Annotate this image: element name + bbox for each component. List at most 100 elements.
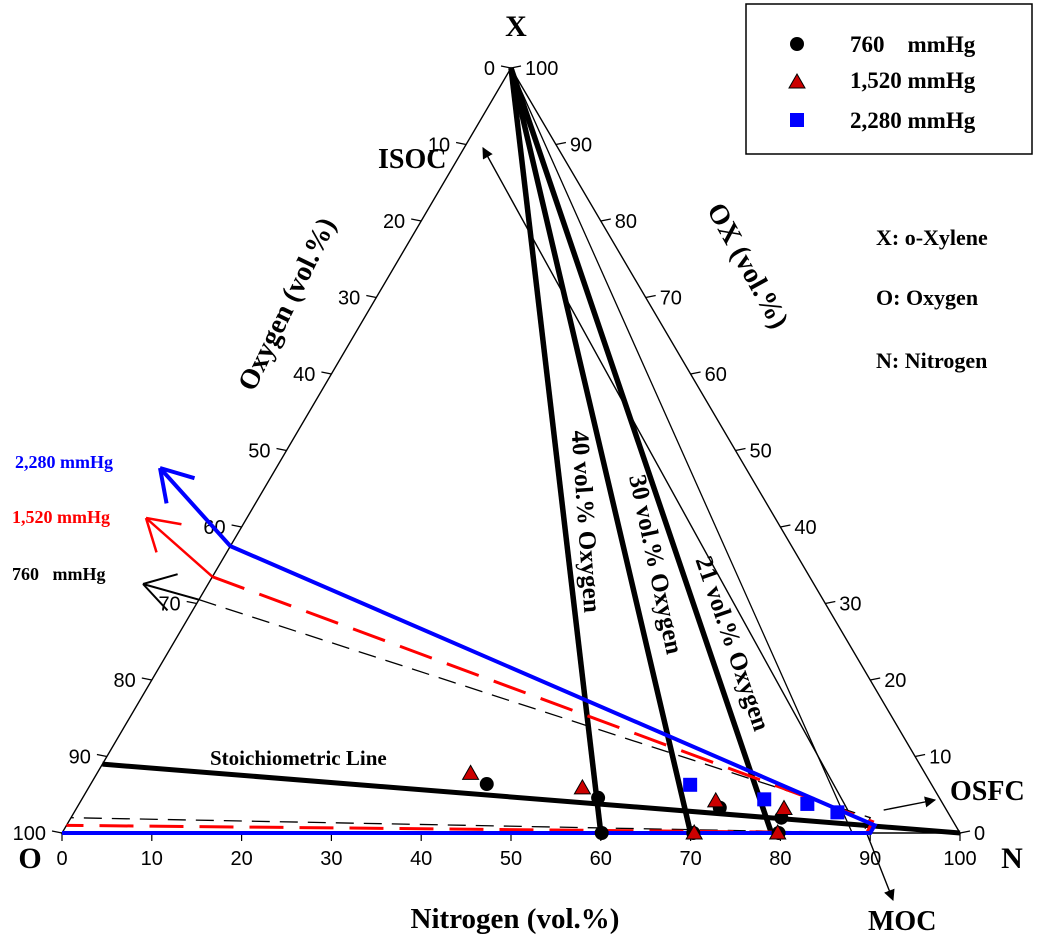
tick-mark-left: [96, 753, 108, 758]
tick-label-bottom: 10: [141, 848, 163, 870]
tick-mark-right: [735, 447, 746, 452]
tick-label-left: 100: [13, 823, 46, 845]
tick-label-bottom: 40: [410, 848, 432, 870]
tick-label-bottom: 80: [769, 848, 791, 870]
point-760: [479, 777, 494, 792]
tick-mark-left: [500, 65, 512, 69]
definition-n: N: Nitrogen: [876, 348, 987, 373]
triangle-frame: [60, 66, 962, 834]
arrow-1520-shaft: [145, 517, 214, 578]
annotation-arrow-760: 760 mmHg: [12, 564, 106, 584]
tick-mark-right: [959, 830, 971, 834]
moc-arrow: [865, 832, 895, 902]
oxygen-line: [508, 67, 694, 834]
arrow-1520-head: [145, 516, 182, 526]
tick-mark-right: [780, 524, 791, 528]
definition-o: O: Oxygen: [876, 285, 978, 310]
annotation-arrow-2280: 2,280 mmHg: [15, 452, 113, 472]
vertex-label-left: O: [18, 842, 41, 875]
tick-mark-right: [645, 294, 656, 299]
tick-label-right: 100: [525, 58, 558, 80]
tick-label-right: 90: [570, 135, 592, 157]
oxygen-line: [508, 67, 604, 834]
tick-label-left: 20: [383, 211, 405, 233]
tick-mark-left: [51, 830, 63, 834]
annotation-moc: MOC: [868, 906, 936, 937]
tick-labels: 0001010102020203030304040405050506060607…: [13, 58, 986, 870]
tick-label-left: 30: [338, 288, 360, 310]
point-1520: [573, 778, 592, 795]
tick-mark-left: [231, 524, 242, 528]
triangle-outline: [60, 66, 962, 834]
arrow-2280-head: [158, 467, 169, 504]
annotation-arrow-1520: 1,520 mmHg: [12, 507, 110, 527]
definition-x: X: o-Xylene: [876, 225, 988, 250]
tick-label-bottom: 20: [230, 848, 252, 870]
annotation-isoc: ISOC: [378, 144, 446, 175]
tick-mark-right: [825, 600, 836, 605]
oxygen-line: [508, 67, 775, 834]
tick-label-bottom: 60: [590, 848, 612, 870]
tick-mark-right: [690, 371, 701, 375]
vertex-label-top: X: [505, 10, 527, 43]
tick-label-right: 70: [660, 288, 682, 310]
tick-mark-left: [321, 371, 332, 375]
tick-label-left: 10: [428, 135, 450, 157]
point-2280: [830, 805, 845, 820]
tick-label-right: 80: [615, 211, 637, 233]
tick-label-bottom: 30: [320, 848, 342, 870]
legend-label-760: 760 mmHg: [850, 32, 976, 57]
axis-label-left: Oxygen (vol.%): [232, 213, 342, 396]
legend-marker-1520: [788, 72, 806, 89]
data-points: [461, 764, 845, 840]
tick-mark-left: [411, 218, 422, 222]
annotation-osfc: OSFC: [950, 776, 1025, 807]
arrow-760-shaft: [142, 583, 200, 601]
arrow-1520-head: [144, 517, 158, 553]
point-1520: [685, 823, 704, 840]
arrow-2280-head: [159, 466, 196, 481]
osfc-arrow: [883, 796, 937, 811]
series-lines: [62, 67, 961, 836]
isoc-arrow: [482, 147, 849, 811]
tick-label-right: 0: [974, 823, 985, 845]
tick-label-left: 90: [69, 747, 91, 769]
tick-mark-right: [914, 753, 926, 758]
tick-mark-right: [870, 677, 881, 681]
tick-label-bottom: 100: [943, 848, 976, 870]
tick-mark-left: [366, 294, 377, 299]
point-760: [594, 826, 609, 840]
axis-label-bottom: Nitrogen (vol.%): [411, 903, 620, 935]
stoichiometric-line: [102, 761, 961, 836]
axis-label-right: OX (vol.%): [700, 198, 794, 334]
point-1520: [461, 764, 480, 780]
tick-mark-right: [555, 141, 567, 146]
tick-label-left: 80: [114, 670, 136, 692]
tick-label-bottom: 0: [56, 848, 67, 870]
point-2280: [800, 796, 815, 811]
legend-label-2280: 2,280 mmHg: [850, 108, 976, 133]
legend-label-1520: 1,520 mmHg: [850, 68, 976, 93]
tick-mark-left: [276, 447, 287, 452]
legend: 760 mmHg 1,520 mmHg 2,280 mmHg: [745, 3, 1033, 155]
tick-label-left: 40: [293, 364, 315, 386]
tick-label-right: 10: [929, 747, 951, 769]
tick-label-right: 20: [884, 670, 906, 692]
air-line: [510, 67, 853, 834]
arrow-760-head: [142, 573, 178, 585]
tick-label-left: 50: [248, 441, 270, 463]
point-1520: [706, 791, 725, 808]
tick-label-right: 50: [750, 441, 772, 463]
point-2280: [757, 792, 772, 807]
point-760: [591, 790, 606, 805]
tick-mark-left: [455, 141, 467, 146]
arrow-760-head: [142, 583, 169, 612]
boundary-1520: [66, 575, 875, 835]
boundary-760: [70, 599, 872, 834]
grid-lines: [482, 67, 937, 902]
tick-mark-left: [141, 677, 152, 681]
annotation-stoichiometric-line: Stoichiometric Line: [210, 746, 387, 770]
tick-label-right: 30: [839, 594, 861, 616]
tick-label-bottom: 70: [679, 848, 701, 870]
